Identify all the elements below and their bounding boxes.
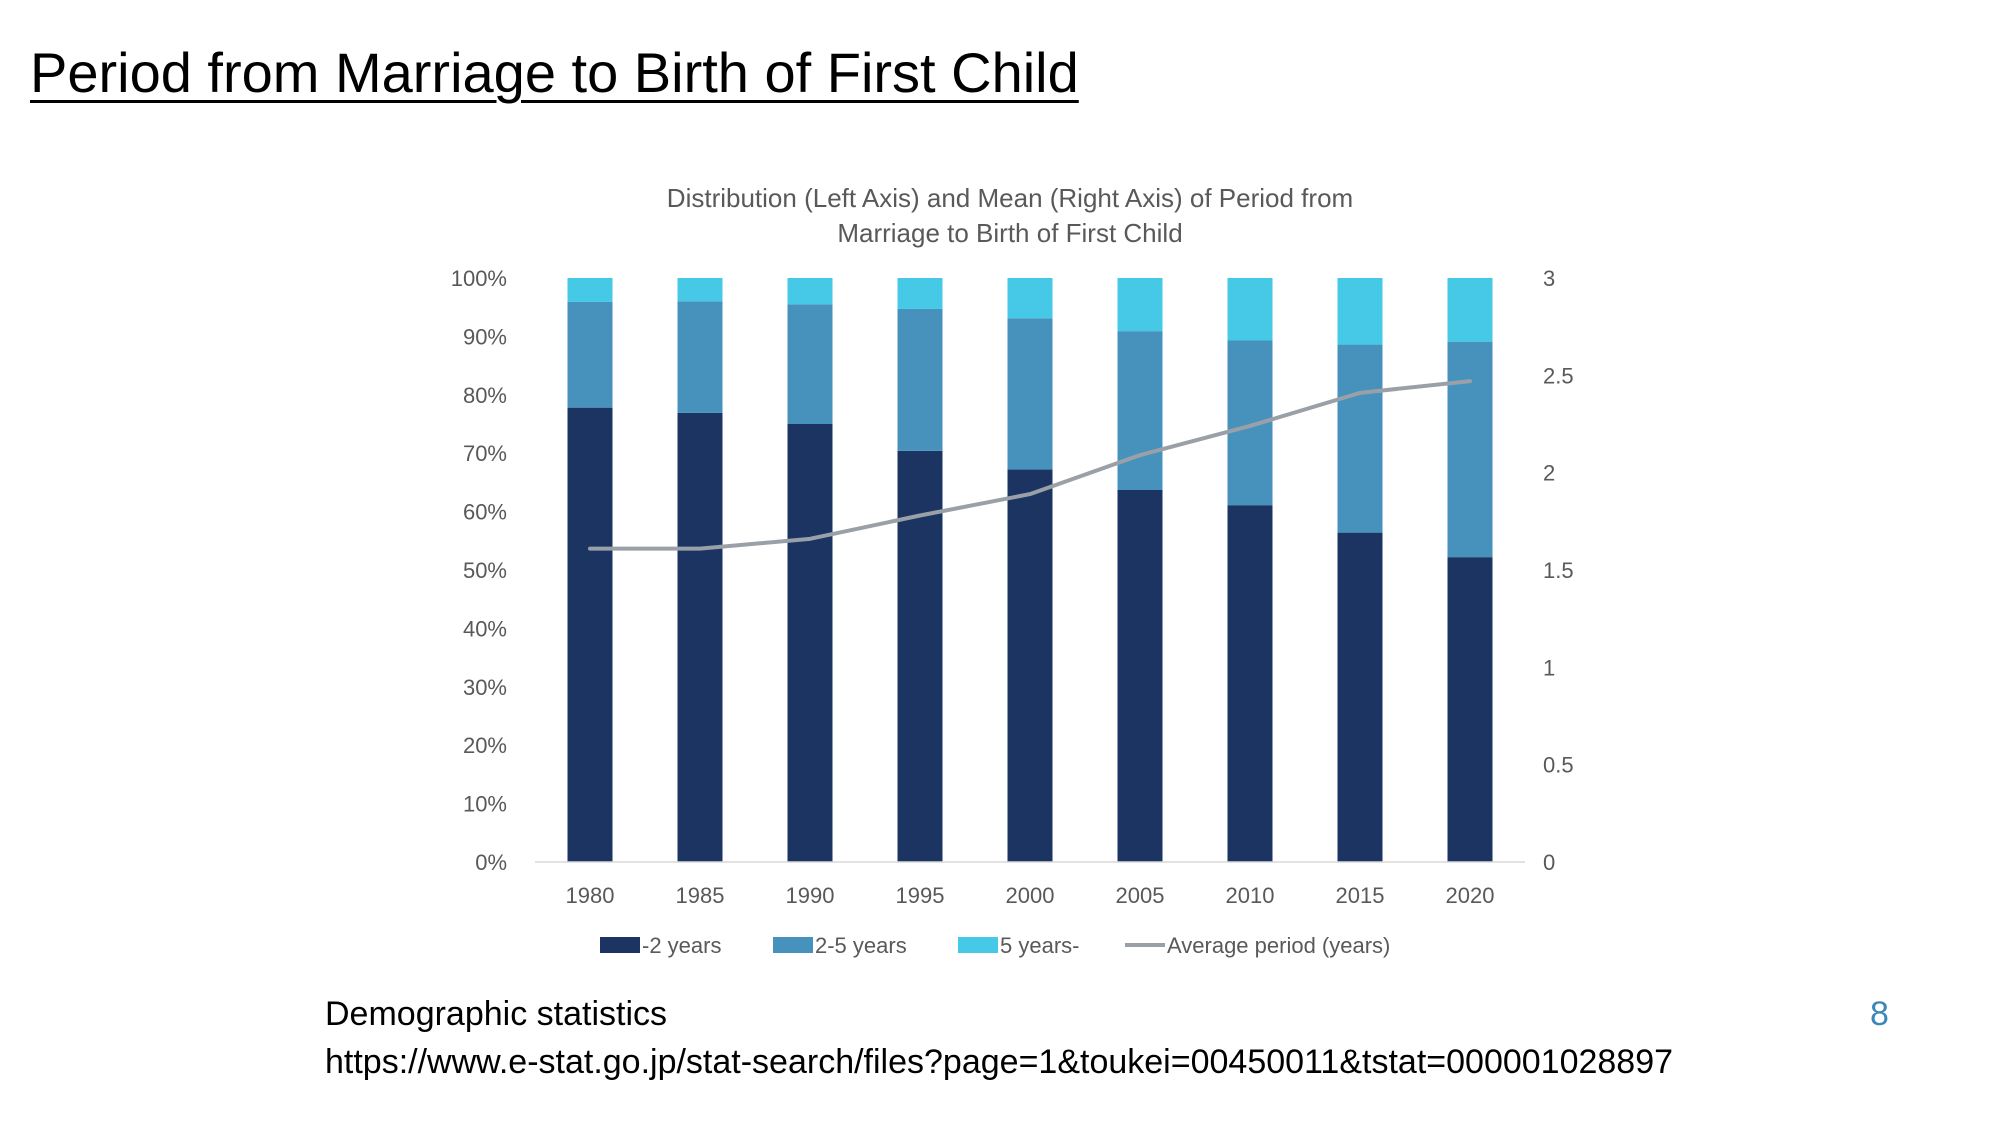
source-name: Demographic statistics: [325, 995, 668, 1033]
bar-segment-2: [897, 308, 943, 451]
bar-segment-1: [677, 412, 723, 862]
bar-segment-3: [1007, 278, 1053, 319]
chart-title-line: Marriage to Birth of First Child: [837, 218, 1182, 248]
x-axis-tick-label: 2005: [1116, 883, 1165, 908]
legend-label: 2-5 years: [815, 933, 907, 958]
legend-label: 5 years-: [1000, 933, 1079, 958]
bar-segment-3: [677, 278, 723, 302]
bar-segment-1: [1447, 557, 1493, 862]
x-axis-tick-label: 1985: [676, 883, 725, 908]
average-line: [588, 379, 1472, 551]
right-axis-tick-label: 1.5: [1543, 558, 1574, 583]
bar-segment-2: [1447, 341, 1493, 558]
chart-title-line: Distribution (Left Axis) and Mean (Right…: [667, 183, 1353, 213]
right-axis: 0 0.5 1 1.5 2 2.5 3: [1543, 266, 1574, 875]
bar-segment-2: [567, 301, 613, 408]
x-axis: 1980 1985 1990 1995 2000 2005 2010 2015 2020: [535, 861, 1525, 908]
left-axis-tick-label: 40%: [463, 616, 507, 641]
x-axis-tick-label: 1980: [566, 883, 615, 908]
left-axis: 0% 10% 20% 30% 40% 50% 60% 70% 80% 90% 100%: [451, 266, 507, 875]
left-axis-tick-label: 30%: [463, 675, 507, 700]
source-note: Demographic statistics https://www.e-sta…: [325, 990, 1673, 1086]
left-axis-tick-label: 100%: [451, 266, 507, 291]
right-axis-tick-label: 2: [1543, 461, 1555, 486]
left-axis-tick-label: 60%: [463, 500, 507, 525]
bar-segment-1: [1117, 489, 1163, 862]
right-axis-tick-label: 3: [1543, 266, 1555, 291]
bar-segment-1: [1227, 505, 1273, 862]
left-axis-tick-label: 70%: [463, 441, 507, 466]
legend-label: -2 years: [642, 933, 721, 958]
left-axis-tick-label: 80%: [463, 383, 507, 408]
right-axis-tick-label: 0.5: [1543, 753, 1574, 778]
bar-segment-1: [1337, 532, 1383, 862]
left-axis-tick-label: 0%: [475, 850, 507, 875]
legend-swatch: [773, 937, 813, 953]
right-axis-tick-label: 1: [1543, 655, 1555, 680]
x-axis-tick-label: 2010: [1226, 883, 1275, 908]
bar-segment-2: [1007, 318, 1053, 470]
legend: -2 years 2-5 years 5 years- Average period …: [600, 933, 1390, 958]
bar-segment-1: [1007, 469, 1053, 862]
bar-segment-3: [567, 278, 613, 302]
x-axis-tick-label: 2000: [1006, 883, 1055, 908]
bar-segment-3: [1337, 278, 1383, 345]
bar-segment-2: [787, 304, 833, 424]
legend-label: Average period (years): [1167, 933, 1390, 958]
x-axis-tick-label: 1995: [896, 883, 945, 908]
bar-segment-3: [1117, 278, 1163, 332]
bar-segment-3: [897, 278, 943, 309]
x-axis-tick-label: 1990: [786, 883, 835, 908]
right-axis-tick-label: 0: [1543, 850, 1555, 875]
legend-swatch: [958, 937, 998, 953]
bar-segment-2: [1117, 331, 1163, 490]
chart-title: Distribution (Left Axis) and Mean (Right…: [667, 183, 1353, 248]
slide-title: Period from Marriage to Birth of First C…: [30, 41, 1079, 104]
bar-segment-2: [677, 301, 723, 413]
x-axis-tick-label: 2015: [1336, 883, 1385, 908]
legend-swatch: [600, 937, 640, 953]
source-url: https://www.e-stat.go.jp/stat-search/fil…: [325, 1043, 1674, 1081]
average-period-line: [588, 379, 1472, 551]
page-number: 8: [1870, 995, 1889, 1033]
bar-segment-3: [1227, 278, 1273, 341]
left-axis-tick-label: 50%: [463, 558, 507, 583]
left-axis-tick-label: 20%: [463, 733, 507, 758]
bar-segment-3: [1447, 278, 1493, 342]
bar-segment-1: [787, 424, 833, 862]
right-axis-tick-label: 2.5: [1543, 363, 1574, 388]
bar-segment-3: [787, 278, 833, 305]
bar-segment-1: [567, 407, 613, 862]
bars: [567, 278, 1493, 862]
left-axis-tick-label: 10%: [463, 792, 507, 817]
bar-segment-2: [1337, 344, 1383, 533]
x-axis-tick-label: 2020: [1446, 883, 1495, 908]
left-axis-tick-label: 90%: [463, 324, 507, 349]
